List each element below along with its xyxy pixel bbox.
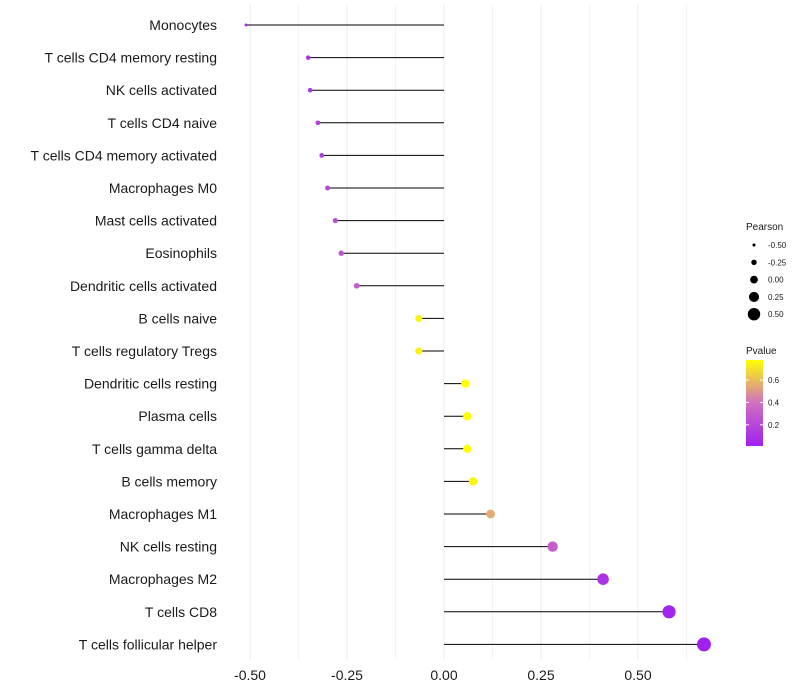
category-label: Macrophages M2 bbox=[109, 571, 217, 587]
size-legend-key bbox=[752, 243, 756, 247]
size-legend-label: 0.00 bbox=[768, 276, 784, 285]
category-label: Mast cells activated bbox=[95, 213, 217, 229]
lollipop-point bbox=[315, 120, 321, 126]
category-labels: Monocytes T cells CD4 memory resting NK ce… bbox=[31, 17, 218, 652]
colorbar-tick-label: 0.2 bbox=[768, 421, 780, 430]
colorbar-tick-label: 0.4 bbox=[768, 398, 780, 407]
pvalue-colorbar bbox=[746, 360, 763, 446]
lollipop-point bbox=[338, 250, 344, 256]
category-label: Dendritic cells activated bbox=[70, 278, 217, 294]
lollipop-point bbox=[547, 541, 558, 552]
x-tick-label: 0.00 bbox=[430, 667, 457, 683]
category-label: Monocytes bbox=[149, 17, 217, 33]
x-axis-ticks: -0.50 -0.25 0.00 0.25 0.50 bbox=[234, 667, 652, 683]
category-label: Macrophages M1 bbox=[109, 506, 217, 522]
category-label: T cells CD4 naive bbox=[108, 115, 218, 131]
category-label: T cells follicular helper bbox=[79, 636, 218, 652]
size-legend-key bbox=[748, 291, 760, 302]
pvalue-color-legend: Pvalue 0.2 0.4 0.6 bbox=[746, 346, 780, 446]
category-label: Dendritic cells resting bbox=[84, 376, 217, 392]
category-label: NK cells activated bbox=[106, 82, 217, 98]
lollipop-point bbox=[463, 412, 472, 421]
category-label: Eosinophils bbox=[145, 245, 217, 261]
lollipop-point bbox=[597, 573, 609, 585]
lollipop-point bbox=[319, 152, 325, 158]
x-tick-label: 0.25 bbox=[527, 667, 554, 683]
colorbar-tick-label: 0.6 bbox=[768, 376, 780, 385]
lollipop-point bbox=[305, 55, 311, 60]
lollipop-point bbox=[468, 477, 478, 486]
lollipop-point bbox=[486, 509, 495, 519]
x-tick-label: 0.50 bbox=[624, 667, 651, 683]
x-tick-label: -0.50 bbox=[234, 667, 266, 683]
x-tick-label: -0.25 bbox=[331, 667, 363, 683]
pearson-size-legend: Pearson -0.50 -0.25 0.00 0.25 0.50 bbox=[746, 222, 787, 321]
lollipop-point bbox=[332, 218, 338, 224]
category-label: T cells gamma delta bbox=[92, 441, 217, 457]
size-legend-label: 0.50 bbox=[768, 310, 784, 319]
lollipop-point bbox=[696, 637, 711, 652]
category-label: B cells naive bbox=[138, 310, 217, 326]
data-layer bbox=[244, 23, 711, 652]
lollipop-point bbox=[662, 605, 676, 619]
size-legend-label: 0.25 bbox=[768, 293, 784, 302]
size-legend-key bbox=[751, 259, 757, 266]
size-legend-label: -0.25 bbox=[768, 258, 787, 267]
size-legend-title: Pearson bbox=[746, 222, 783, 233]
size-legend-key bbox=[747, 307, 761, 321]
category-label: T cells CD8 bbox=[145, 604, 217, 620]
lollipop-point bbox=[463, 444, 472, 453]
color-legend-title: Pvalue bbox=[746, 346, 777, 357]
lollipop-point bbox=[307, 87, 313, 93]
size-legend-label: -0.50 bbox=[768, 241, 787, 250]
category-label: Macrophages M0 bbox=[109, 180, 217, 196]
lollipop-point bbox=[244, 23, 248, 27]
lollipop-point bbox=[325, 185, 331, 191]
category-label: T cells CD4 memory resting bbox=[45, 50, 217, 66]
lollipop-point bbox=[415, 314, 423, 322]
category-label: Plasma cells bbox=[138, 408, 217, 424]
lollipop-point bbox=[353, 282, 360, 289]
grid-layer bbox=[249, 5, 687, 660]
size-legend-key bbox=[750, 275, 758, 284]
category-label: B cells memory bbox=[121, 473, 217, 489]
category-label: T cells regulatory Tregs bbox=[72, 343, 217, 359]
lollipop-point bbox=[415, 347, 423, 355]
category-label: T cells CD4 memory activated bbox=[31, 147, 217, 163]
category-label: NK cells resting bbox=[120, 539, 217, 555]
lollipop-point bbox=[461, 379, 470, 388]
